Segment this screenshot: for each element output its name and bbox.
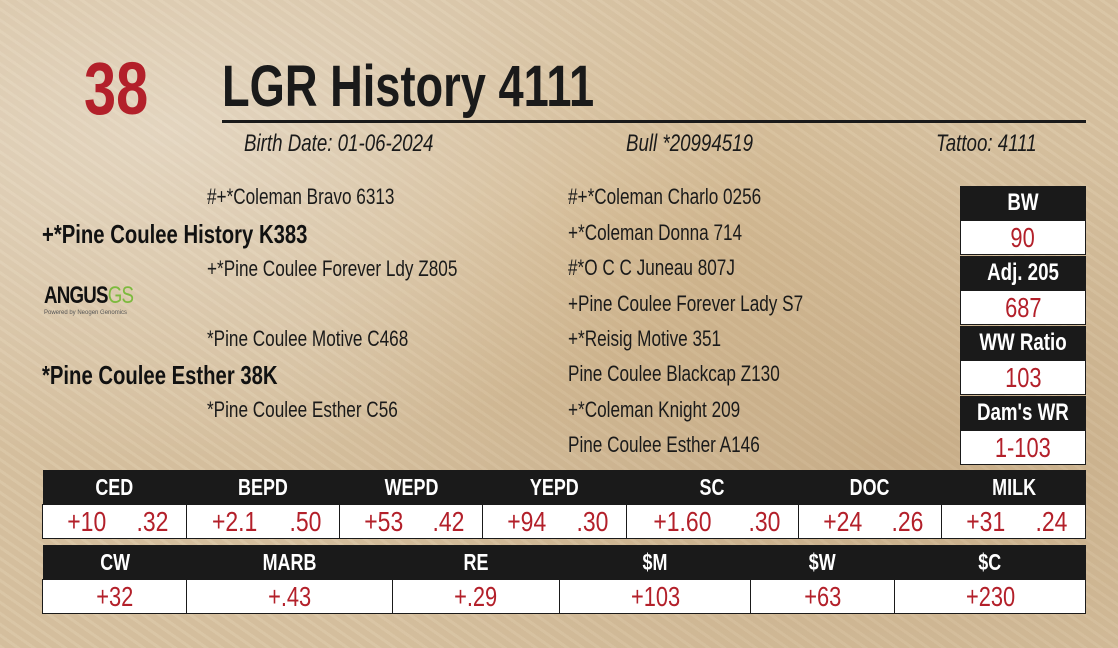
perf-value-bw: 90 — [960, 220, 1086, 255]
epd-table-1: CED BEPD WEPD YEPD SC DOC MILK +10.32 +2… — [42, 470, 1086, 539]
sire-dam: +*Pine Coulee Forever Ldy Z805 — [207, 256, 458, 281]
epd-table-2: CW MARB RE $M $W $C +32 +.43 +.29 +103 +… — [41, 545, 1086, 614]
lot-number: 38 — [84, 47, 149, 130]
epd-cell-re: +.29 — [391, 579, 561, 614]
ggp-1: #+*Coleman Charlo 0256 — [568, 184, 762, 209]
registration-number: Bull *20994519 — [626, 130, 753, 157]
ggp-7: +*Coleman Knight 209 — [568, 397, 741, 422]
epd-cell-m: +103 — [559, 579, 751, 614]
epd-header-yepd: YEPD — [482, 470, 627, 505]
perf-label-adj205: Adj. 205 — [960, 256, 1086, 290]
epd-header-cw: CW — [42, 545, 187, 580]
perf-value-ww-ratio: 103 — [960, 360, 1086, 395]
epd-header-marb: MARB — [186, 545, 393, 580]
perf-value-adj205: 687 — [960, 290, 1086, 325]
dam: *Pine Coulee Esther 38K — [42, 360, 278, 390]
epd-cell-marb: +.43 — [186, 579, 393, 614]
epd-header-milk: MILK — [941, 470, 1086, 505]
epd-cell-cw: +32 — [41, 579, 188, 614]
dam-dam: *Pine Coulee Esther C56 — [207, 397, 398, 422]
perf-value-dams-wr: 1-103 — [960, 430, 1086, 465]
perf-label-bw: BW — [960, 186, 1086, 220]
birth-date: Birth Date: 01-06-2024 — [244, 130, 434, 157]
dam-sire: *Pine Coulee Motive C468 — [207, 326, 409, 351]
ggp-2: +*Coleman Donna 714 — [568, 220, 743, 245]
epd-cell-c: +230 — [894, 579, 1086, 614]
epd-header-ced: CED — [42, 470, 187, 505]
ggp-8: Pine Coulee Esther A146 — [568, 432, 760, 457]
ggp-5: +*Reisig Motive 351 — [568, 326, 722, 351]
epd-cell-yepd: +94.30 — [482, 504, 628, 539]
animal-name: LGR History 4111 — [222, 54, 595, 119]
epd-header-w: $W — [750, 545, 895, 580]
epd-cell-ced: +10.32 — [42, 504, 187, 539]
epd-header-doc: DOC — [798, 470, 942, 505]
sire-sire: #+*Coleman Bravo 6313 — [207, 184, 395, 209]
epd-cell-doc: +24.26 — [797, 504, 943, 539]
epd-header-sc: SC — [626, 470, 799, 505]
epd-cell-wepd: +53.42 — [338, 504, 484, 539]
title-divider — [222, 120, 1086, 123]
epd-cell-milk: +31.24 — [941, 504, 1086, 539]
sire: +*Pine Coulee History K383 — [42, 219, 308, 249]
ggp-3: #*O C C Juneau 807J — [568, 255, 735, 280]
angus-gs-logo: ANGUSGS Powered by Neogen Genomics — [44, 282, 134, 317]
epd-header-wepd: WEPD — [339, 470, 483, 505]
epd-cell-bepd: +2.1.50 — [185, 504, 340, 539]
epd-header-re: RE — [392, 545, 560, 580]
perf-label-dams-wr: Dam's WR — [960, 396, 1086, 430]
epd-cell-w: +63 — [749, 579, 896, 614]
epd-cell-sc: +1.60.30 — [626, 504, 799, 539]
epd-header-m: $M — [559, 545, 751, 580]
perf-label-ww-ratio: WW Ratio — [960, 326, 1086, 360]
epd-header-bepd: BEPD — [186, 470, 340, 505]
tattoo: Tattoo: 4111 — [936, 130, 1037, 157]
ggp-4: +Pine Coulee Forever Lady S7 — [568, 291, 804, 316]
ggp-6: Pine Coulee Blackcap Z130 — [568, 361, 780, 386]
epd-header-c: $C — [894, 545, 1086, 580]
